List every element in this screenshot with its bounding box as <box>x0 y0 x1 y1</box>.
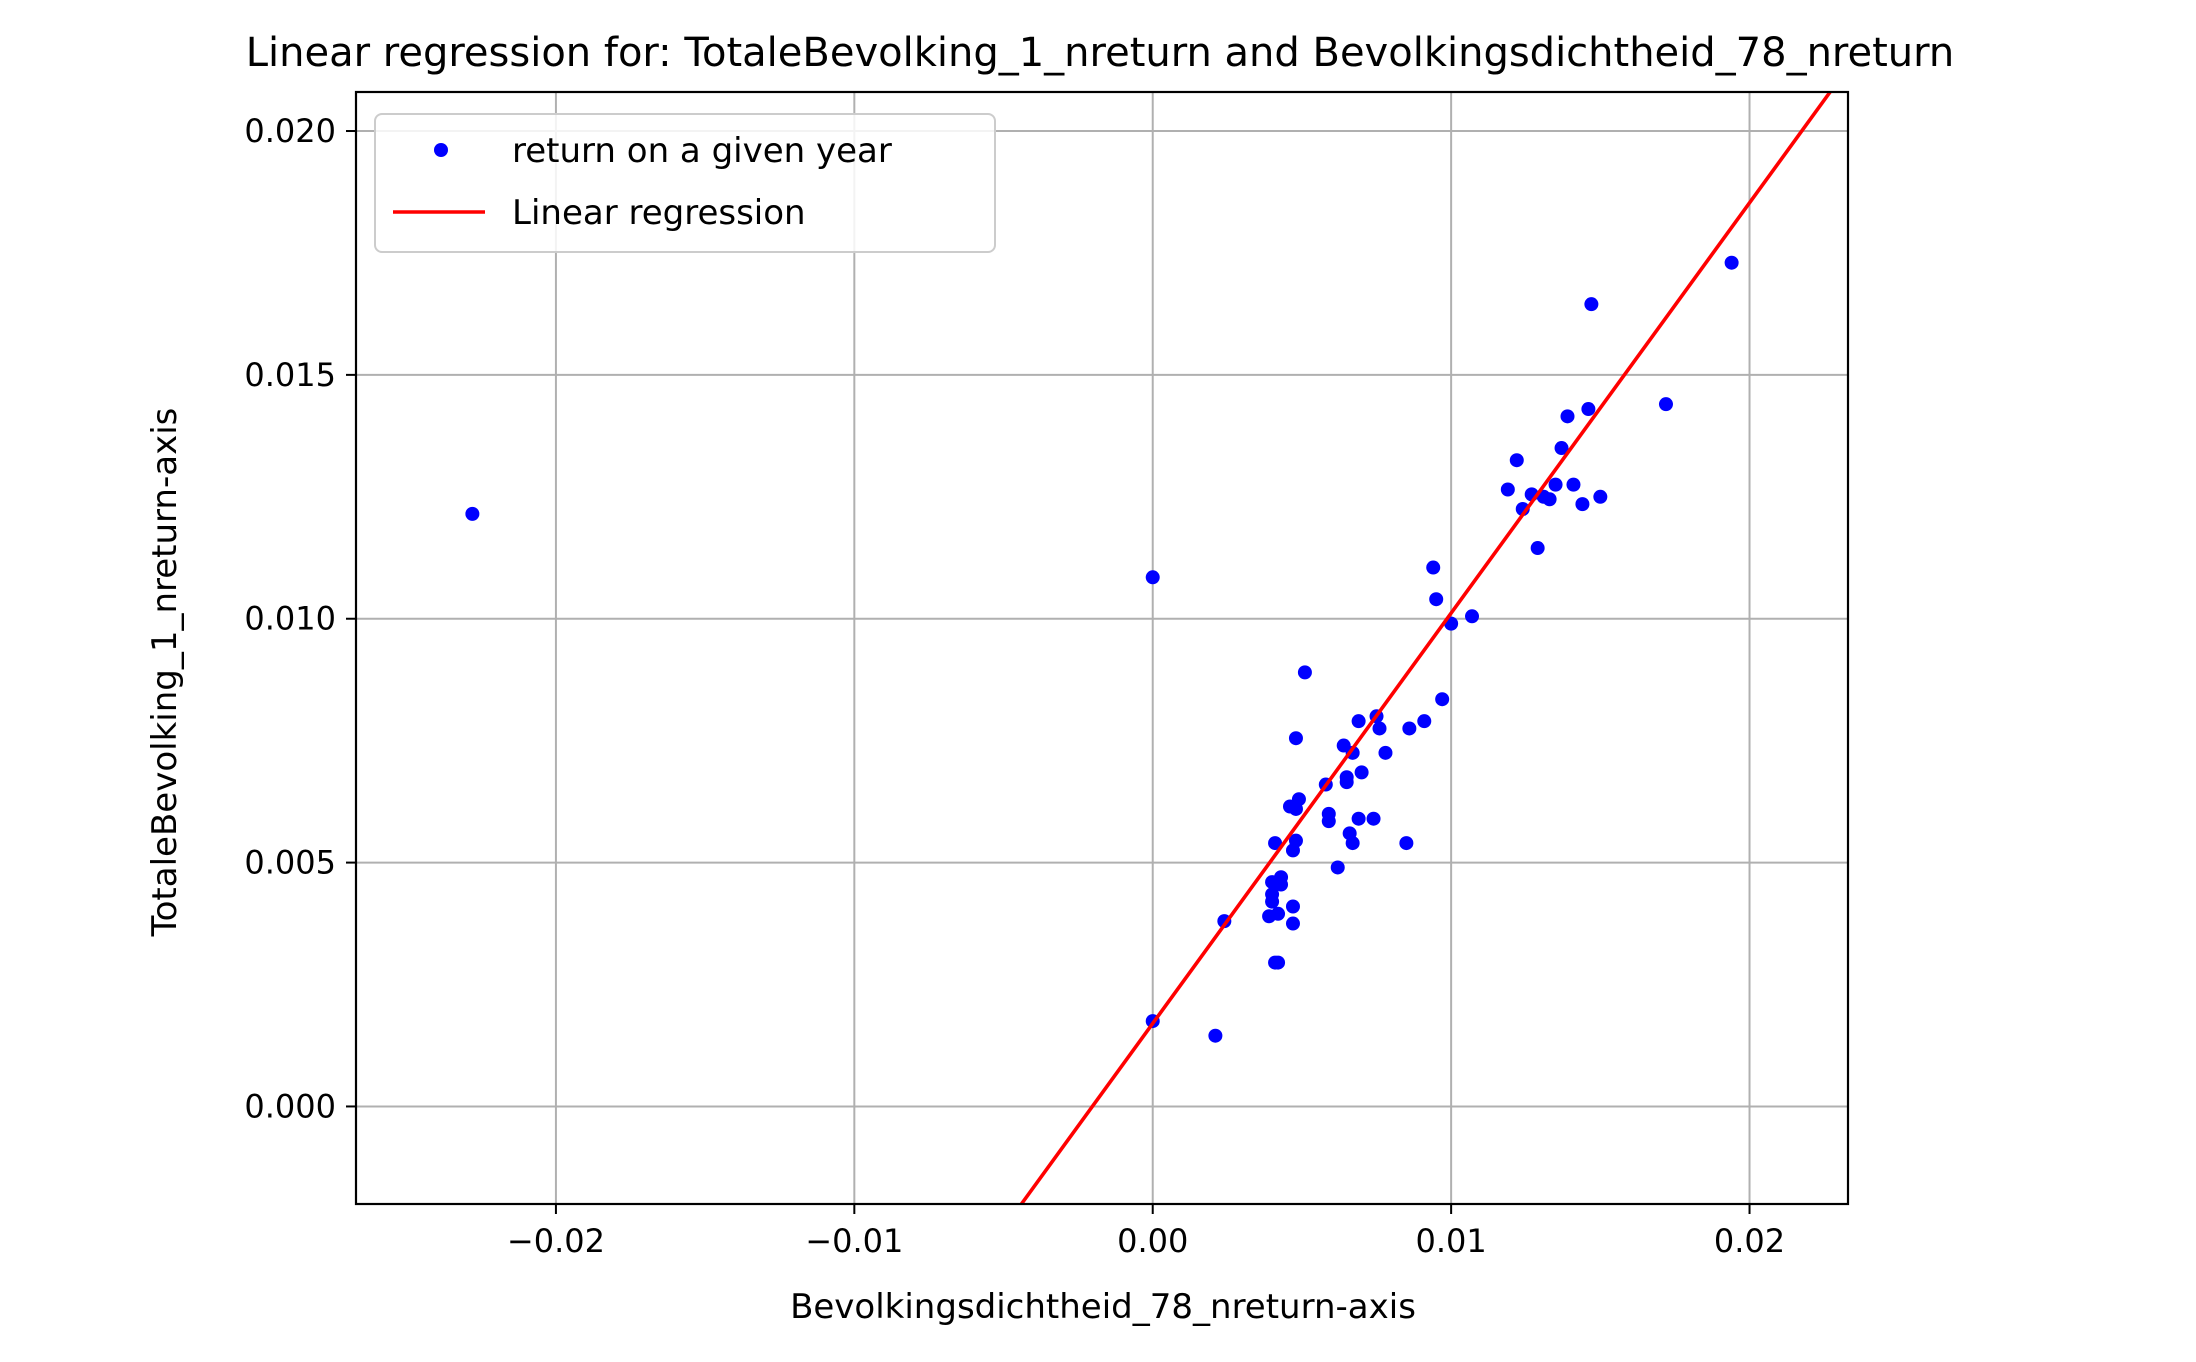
x-tick-label: 0.02 <box>1714 1222 1785 1260</box>
scatter-point <box>1378 745 1393 760</box>
plot-frame <box>354 90 1850 1206</box>
scatter-point <box>1265 894 1280 909</box>
legend: return on a given year Linear regression <box>374 113 996 253</box>
regression-line <box>1019 92 1832 1204</box>
scatter-point <box>1285 899 1300 914</box>
scatter-point <box>1429 592 1444 607</box>
scatter-point <box>1566 477 1581 492</box>
legend-marker-scatter <box>434 143 448 157</box>
scatter-point <box>1399 836 1414 851</box>
scatter-point <box>1268 836 1283 851</box>
scatter-point <box>1271 906 1286 921</box>
scatter-point <box>1208 1028 1223 1043</box>
x-tick-label: 0.00 <box>1117 1222 1188 1260</box>
scatter-point <box>1339 770 1354 785</box>
scatter-point <box>1271 955 1286 970</box>
legend-box <box>374 113 996 253</box>
y-tick-label: 0.015 <box>244 356 336 394</box>
scatter-point <box>1560 409 1575 424</box>
y-tick-label: 0.020 <box>244 112 336 150</box>
scatter-point <box>1554 441 1569 456</box>
y-tick-label: 0.010 <box>244 600 336 638</box>
scatter-point <box>1288 731 1303 746</box>
scatter-point <box>1345 836 1360 851</box>
scatter-point <box>1658 397 1673 412</box>
scatter-point <box>1372 721 1387 736</box>
scatter-point <box>1417 714 1432 729</box>
x-tick-label: 0.01 <box>1416 1222 1487 1260</box>
plot-series <box>465 92 1832 1204</box>
legend-label-line: Linear regression <box>512 193 806 233</box>
x-tick-label: −0.01 <box>805 1222 903 1260</box>
legend-label-scatter: return on a given year <box>512 131 892 171</box>
scatter-point <box>1426 560 1441 575</box>
scatter-point <box>1321 814 1336 829</box>
scatter-point <box>1351 811 1366 826</box>
scatter-point <box>1402 721 1417 736</box>
scatter-point <box>1435 692 1450 707</box>
scatter-point <box>1548 477 1563 492</box>
scatter-point <box>1354 765 1369 780</box>
scatter-point <box>1351 714 1366 729</box>
scatter-point <box>1285 916 1300 931</box>
scatter-point <box>1542 492 1557 507</box>
x-axis-label: Bevolkingsdichtheid_78_nreturn-axis <box>790 1287 1416 1327</box>
scatter-point <box>1366 811 1381 826</box>
scatter-point <box>1500 482 1515 497</box>
x-tick-label: −0.02 <box>507 1222 605 1260</box>
scatter-point <box>1724 255 1739 270</box>
scatter-point <box>1274 877 1289 892</box>
scatter-point <box>465 506 480 521</box>
y-tick-label: 0.005 <box>244 844 336 882</box>
grid-lines <box>356 92 1848 1204</box>
scatter-point <box>1581 402 1596 417</box>
scatter-point <box>1593 489 1608 504</box>
scatter-point <box>1291 792 1306 807</box>
y-axis-label: TotaleBevolking_1_nreturn-axis <box>145 408 185 938</box>
scatter-point <box>1297 665 1312 680</box>
scatter-point <box>1509 453 1524 468</box>
scatter-point <box>1145 570 1160 585</box>
scatter-point <box>1465 609 1480 624</box>
scatter-point <box>1530 541 1545 556</box>
scatter-point <box>1575 497 1590 512</box>
scatter-point <box>1584 297 1599 312</box>
scatter-point <box>1330 860 1345 875</box>
scatter-point <box>1288 833 1303 848</box>
axis-ticks: −0.02 −0.01 0.00 0.01 0.02 0.000 0.005 0.010 0.0… <box>244 112 1785 1260</box>
chart-title: Linear regression for: TotaleBevolking_1… <box>246 30 1954 76</box>
y-tick-label: 0.000 <box>244 1087 336 1125</box>
